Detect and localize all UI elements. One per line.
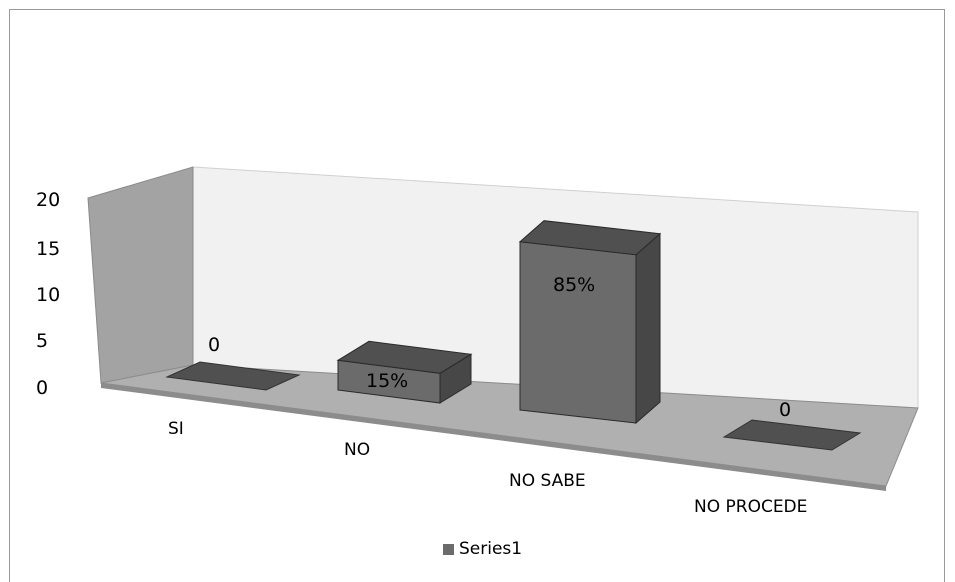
x-tick-label: SI	[168, 419, 184, 439]
bar-no-procede	[722, 419, 862, 451]
bar-top-no	[336, 340, 473, 374]
bar-no-sabe	[519, 241, 637, 424]
y-tick-label: 5	[36, 330, 48, 352]
legend-swatch-series1	[443, 544, 454, 555]
y-tick-label: 15	[36, 238, 60, 260]
data-label: 15%	[366, 370, 408, 392]
floor	[100, 364, 919, 487]
bar-side-no-sabe	[635, 232, 661, 425]
bar-top-no-sabe	[518, 220, 662, 256]
floor-edge	[101, 383, 886, 491]
y-tick-label: 10	[36, 284, 60, 306]
side-wall	[87, 166, 194, 384]
y-tick-label: 0	[36, 377, 48, 399]
legend-label-series1: Series1	[459, 539, 522, 559]
data-label: 0	[779, 399, 791, 421]
data-label: 0	[208, 334, 220, 356]
x-tick-label: NO	[344, 440, 370, 460]
bar-si	[165, 361, 301, 391]
y-tick-label: 20	[36, 189, 60, 211]
x-tick-label: NO SABE	[509, 471, 586, 491]
data-label: 85%	[553, 274, 595, 296]
x-tick-label: NO PROCEDE	[694, 497, 807, 517]
